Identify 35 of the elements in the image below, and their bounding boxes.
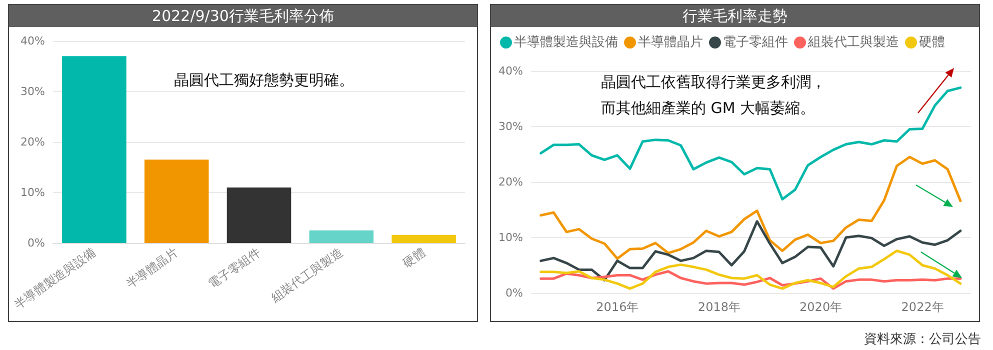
x-tick-label: 2016年 (596, 300, 639, 314)
y-tick-label: 20% (20, 136, 45, 148)
annotation: 晶圓代工獨好態勢更明確。 (174, 71, 354, 89)
y-tick-label: 10% (498, 231, 523, 244)
legend-label: 硬體 (919, 35, 945, 50)
legend-label: 組裝代工與製造 (807, 35, 899, 50)
y-tick-label: 40% (498, 64, 523, 78)
bar (226, 187, 292, 243)
chart-title: 2022/9/30行業毛利率分佈 (9, 5, 477, 27)
line-series (540, 156, 962, 260)
x-tick-label: 硬體 (400, 245, 428, 271)
legend-label: 半導體晶片 (638, 35, 703, 50)
x-tick-label: 2020年 (800, 300, 842, 314)
y-tick-label: 40% (20, 34, 45, 48)
annotation: 晶圓代工依舊取得行業更多利潤，而其他細產業的 GM 大幅萎縮。 (601, 73, 826, 117)
source-note: 資料來源：公司公告 (864, 331, 981, 348)
y-tick-label: 20% (498, 176, 523, 188)
bar (392, 234, 456, 243)
bar (62, 56, 126, 243)
line-series (540, 220, 962, 282)
line-series (540, 250, 962, 290)
y-tick-label: 0% (506, 286, 523, 300)
legend-label: 電子零組件 (723, 35, 788, 50)
x-tick-label: 電子零組件 (206, 245, 264, 292)
y-tick-label: 10% (20, 186, 45, 199)
x-tick-label: 組裝代工與製造 (268, 245, 346, 306)
x-tick-label: 2018年 (698, 300, 740, 314)
bar (309, 230, 374, 243)
y-tick-label: 30% (498, 120, 523, 133)
x-tick-label: 半導體晶片 (123, 245, 181, 292)
bar (144, 160, 209, 243)
chart-title: 行業毛利率走勢 (491, 5, 979, 27)
y-tick-label: 30% (20, 85, 45, 98)
legend-label: 半導體製造與設備 (514, 35, 618, 50)
x-tick-label: 2022年 (901, 300, 944, 314)
